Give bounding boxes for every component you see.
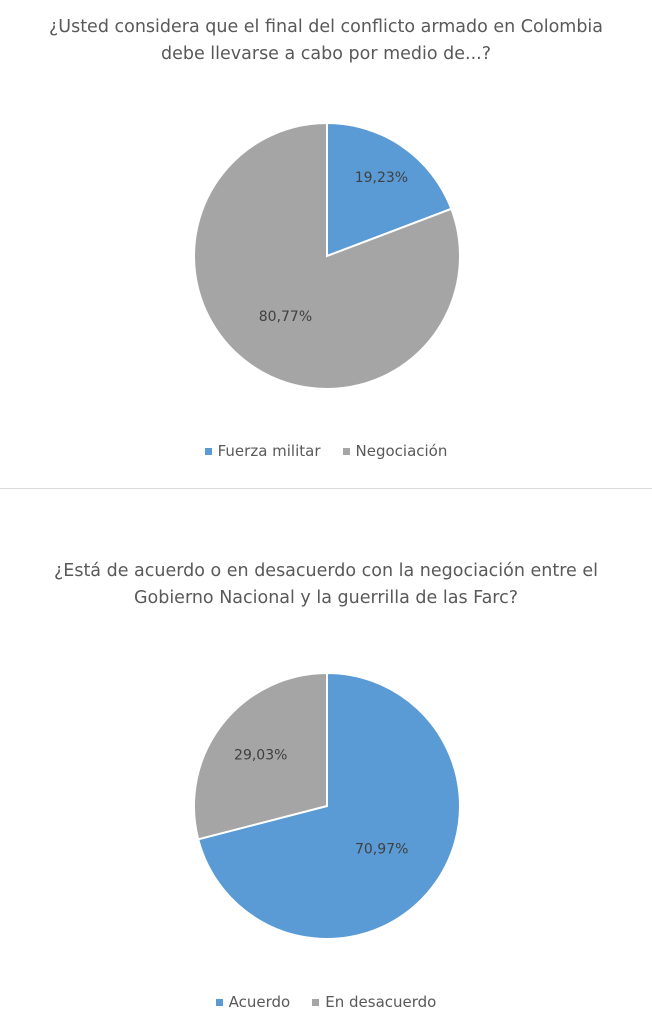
legend-label: Negociación (355, 442, 448, 460)
legend-label: Fuerza militar (217, 442, 321, 460)
pie-data-label: 80,77% (259, 309, 312, 325)
chart-title-line-1: ¿Está de acuerdo o en desacuerdo con la … (53, 561, 598, 581)
pie-data-label: 19,23% (355, 170, 408, 186)
pie-chart: 70,97% 29,03% (193, 671, 461, 940)
chart-legend: Fuerza militar Negociación (0, 442, 652, 460)
legend-item: Negociación (342, 442, 448, 460)
panel-divider (0, 488, 652, 489)
legend-item: Acuerdo (215, 993, 291, 1011)
legend-label: En desacuerdo (325, 993, 437, 1011)
pie-slice-acuerdo (197, 671, 461, 940)
chart-legend: Acuerdo En desacuerdo (0, 993, 652, 1011)
pie-slice-en-desacuerdo (193, 671, 328, 841)
chart-title: ¿Está de acuerdo o en desacuerdo con la … (0, 558, 652, 612)
legend-item: En desacuerdo (312, 993, 436, 1011)
pie-data-label: 70,97% (355, 841, 408, 857)
chart-title-line-2: debe llevarse a cabo por medio de...? (160, 44, 491, 64)
pie-chart: 19,23% 80,77% (193, 121, 461, 390)
chart-title-line-2: Gobierno Nacional y la guerrilla de las … (133, 588, 519, 608)
chart-title-line-1: ¿Usted considera que el final del confli… (48, 17, 604, 37)
chart-panel-conflict: ¿Usted considera que el final del confli… (0, 0, 652, 488)
pie-slice-fuerza-militar (326, 121, 453, 258)
chart-title: ¿Usted considera que el final del confli… (0, 14, 652, 68)
legend-label: Acuerdo (228, 993, 291, 1011)
legend-swatch (204, 447, 212, 455)
chart-panel-negotiation: ¿Está de acuerdo o en desacuerdo con la … (0, 544, 652, 1024)
legend-swatch (312, 998, 320, 1006)
legend-swatch (342, 447, 350, 455)
pie-slice-negociación (193, 121, 461, 390)
pie-data-label: 29,03% (234, 748, 287, 764)
legend-swatch (215, 998, 223, 1006)
legend-item: Fuerza militar (204, 442, 321, 460)
